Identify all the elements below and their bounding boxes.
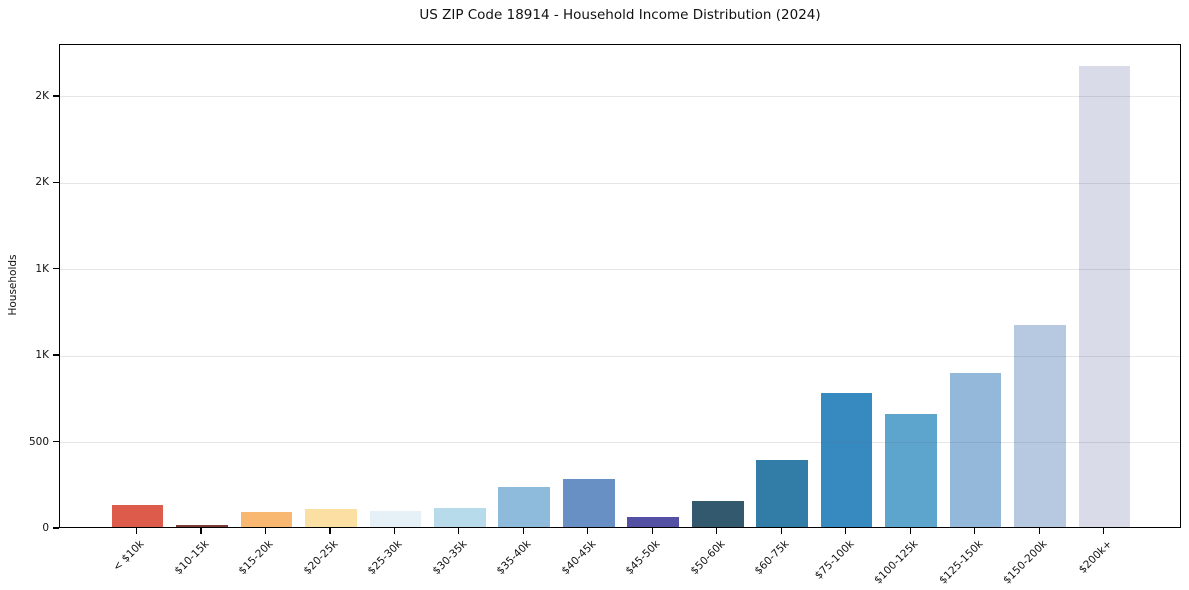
bar-11 [756,459,808,527]
y-tick-mark [53,95,59,97]
y-tick-mark [53,181,59,183]
bar-9 [627,516,680,527]
bar-1 [111,504,164,527]
bar-15 [1014,324,1066,527]
x-tick-mark [974,528,976,534]
x-tick-label: < $10k [111,538,147,574]
plot-area [59,44,1181,528]
x-tick-mark [651,528,653,534]
x-tick-mark [135,528,138,534]
y-tick-label: 1K [35,262,49,275]
y-tick-label: 500 [28,435,49,448]
bar-12 [820,393,873,527]
bar-2 [176,525,228,527]
y-tick-label: 2K [35,176,49,189]
gridline [60,442,1180,444]
x-tick-mark [458,528,460,534]
x-tick-mark [1103,528,1105,534]
x-tick-mark [264,528,267,534]
y-tick-label: 1K [35,349,49,362]
y-tick-mark [53,527,59,529]
x-tick-mark [522,528,524,534]
gridline [60,182,1180,184]
bar-6 [434,508,486,527]
bar-4 [305,508,357,527]
x-tick-mark [716,528,718,534]
bar-5 [369,510,422,527]
y-tick-mark [53,268,59,270]
bar-14 [949,373,1002,527]
x-tick-mark [329,528,331,534]
y-tick-label: 0 [42,522,49,534]
bar-13 [885,413,937,527]
bar-8 [562,478,615,527]
gridline [60,96,1180,98]
x-tick-mark [780,528,782,534]
bar-10 [691,501,744,527]
x-tick-mark [909,528,911,534]
chart-title: US ZIP Code 18914 - Household Income Dis… [419,7,821,23]
x-tick-mark [845,528,847,534]
y-axis-label: Households [7,254,19,316]
x-tick-mark [393,528,395,534]
x-tick-mark [587,528,589,534]
x-tick-mark [200,528,202,534]
y-tick-mark [53,354,59,356]
gridline [60,355,1180,357]
bar-3 [240,512,293,527]
x-tick-mark [1038,528,1040,534]
bar-16 [1078,66,1131,527]
bar-7 [498,487,551,527]
y-tick-label: 2K [35,89,49,102]
y-tick-mark [53,440,59,443]
gridline [60,269,1180,271]
